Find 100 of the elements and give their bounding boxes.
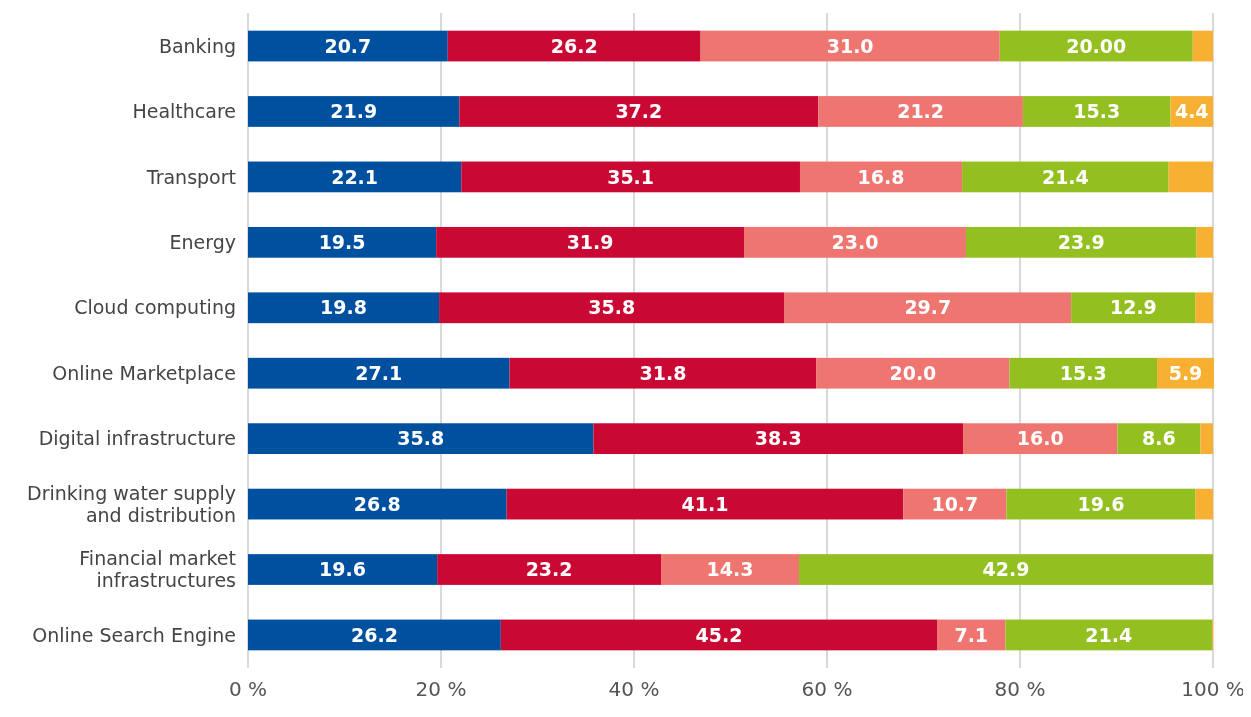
bar (1195, 488, 1213, 520)
y-tick-label: Financial market infrastructures (79, 547, 236, 592)
data-label: 16.8 (857, 165, 905, 188)
data-label: 41.1 (681, 492, 729, 515)
data-label: 38.3 (754, 427, 802, 450)
bar (962, 161, 1169, 193)
bar (437, 554, 662, 585)
bar (1022, 96, 1171, 127)
data-label: 31.9 (566, 231, 614, 253)
bar (439, 292, 785, 324)
y-tick-label: Energy (169, 231, 236, 253)
bar (447, 30, 701, 62)
bar (509, 357, 817, 389)
data-label: 12.9 (1109, 296, 1157, 319)
bar (248, 488, 507, 520)
bar (1006, 488, 1196, 520)
data-label: 7.1 (954, 623, 989, 646)
bar (593, 423, 964, 455)
data-label: 5.9 (1168, 361, 1203, 384)
data-label: 22.1 (331, 165, 379, 188)
data-label: 23.9 (1057, 231, 1105, 253)
data-label: 19.8 (320, 296, 367, 319)
data-label: 15.3 (1073, 100, 1121, 123)
bar (661, 554, 800, 585)
bar (1196, 226, 1213, 258)
data-label: 23.2 (525, 558, 573, 581)
bar (1200, 423, 1213, 455)
bar (248, 619, 501, 651)
bar (1117, 423, 1201, 455)
data-label: 26.2 (550, 34, 598, 57)
data-label: 35.8 (588, 296, 636, 319)
data-label: 20.0 (889, 361, 937, 384)
bar (744, 226, 966, 258)
bar (248, 357, 510, 389)
bar (248, 161, 462, 193)
data-label: 21.2 (897, 100, 945, 123)
bar (506, 488, 904, 520)
data-label: 35.1 (607, 165, 655, 188)
bar (1005, 619, 1213, 651)
bar (459, 96, 819, 127)
data-label: 42.9 (982, 558, 1030, 581)
data-label: 15.3 (1059, 361, 1107, 384)
bar (1195, 292, 1213, 324)
data-label: 35.8 (397, 427, 445, 450)
data-label: 16.0 (1016, 427, 1064, 450)
bar (963, 423, 1118, 455)
bar (248, 423, 594, 455)
y-tick-label: Cloud computing (74, 296, 236, 319)
bar (1168, 161, 1213, 193)
x-tick-label: 20 % (415, 677, 467, 701)
data-label: 20.7 (324, 34, 372, 57)
bar (500, 619, 938, 651)
data-label: 31.0 (826, 34, 874, 57)
data-label: 21.4 (1041, 165, 1089, 188)
y-tick-label: Online Marketplace (52, 361, 236, 384)
data-label: 19.5 (318, 231, 366, 253)
data-label: 10.7 (931, 492, 979, 515)
x-tick-label: 0 % (228, 677, 268, 701)
data-label: 14.3 (706, 558, 754, 581)
data-label: 19.6 (1077, 492, 1125, 515)
y-tick-label: Digital infrastructure (38, 427, 236, 450)
data-label: 8.6 (1142, 427, 1176, 450)
bar (248, 96, 460, 127)
bar (816, 357, 1010, 389)
bar (248, 226, 437, 258)
bar (799, 161, 963, 193)
bar (436, 226, 745, 258)
y-tick-label: Transport (145, 165, 236, 188)
data-label: 21.9 (330, 100, 378, 123)
bar (1071, 292, 1196, 324)
y-tick-label: Banking (158, 34, 236, 57)
bar (1009, 357, 1158, 389)
data-label: 23.0 (831, 231, 879, 253)
data-label: 45.2 (695, 623, 743, 646)
bar (248, 554, 438, 585)
data-label: 20.00 (1066, 34, 1127, 57)
bar (248, 30, 448, 62)
bar (965, 226, 1197, 258)
x-tick-label: 100 % (1181, 677, 1245, 701)
x-tick-label: 60 % (801, 677, 853, 701)
data-label: 4.4 (1174, 100, 1209, 123)
data-label: 27.1 (355, 361, 403, 384)
data-label: 26.2 (350, 623, 398, 646)
bar (700, 30, 1000, 62)
data-label: 37.2 (615, 100, 663, 123)
y-tick-label: Drinking water supply and distribution (27, 481, 236, 526)
bar (818, 96, 1023, 127)
data-label: 21.4 (1085, 623, 1133, 646)
bar (1192, 30, 1213, 62)
bar (461, 161, 800, 193)
data-label: 31.8 (639, 361, 687, 384)
bar (248, 292, 440, 324)
y-tick-label: Healthcare (132, 100, 236, 123)
data-label: 19.6 (319, 558, 367, 581)
x-tick-label: 80 % (994, 677, 1046, 701)
data-label: 29.7 (904, 296, 952, 319)
bar (799, 554, 1213, 585)
x-tick-label: 40 % (608, 677, 660, 701)
bar (784, 292, 1072, 324)
y-tick-label: Online Search Engine (32, 623, 236, 646)
